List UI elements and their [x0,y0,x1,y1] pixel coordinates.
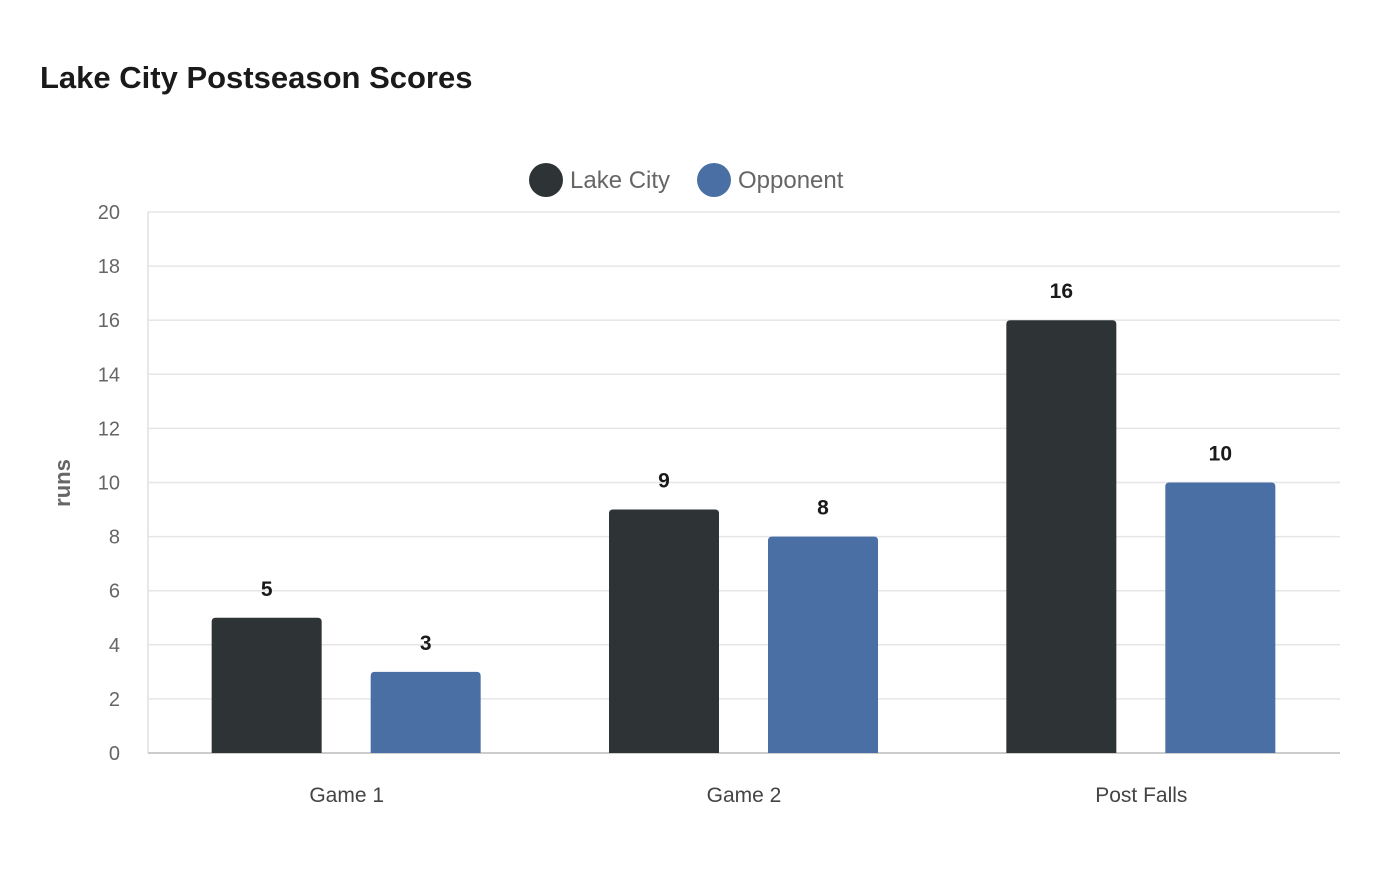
legend-swatch [529,163,563,197]
axes: 0 2 4 6 8 10 12 14 16 18 20 Game 1 Game 2 Post Falls [98,202,1340,807]
legend: Lake City Opponent [529,163,844,197]
y-tick-label: 14 [98,364,120,386]
chart-title: Lake City Postseason Scores [40,60,473,95]
bars [211,320,1276,753]
y-tick-label: 18 [98,256,120,278]
data-label: 5 [261,578,273,601]
bar-lake-city-game-1 [211,617,322,753]
data-label: 9 [658,470,670,493]
gridlines [148,211,1340,700]
legend-label: Lake City [570,167,670,194]
bar-opponent-game-2 [768,536,878,753]
data-label: 16 [1050,280,1073,303]
bar-opponent-game-1 [370,671,481,753]
bar-lake-city-post-falls [1006,320,1117,753]
y-axis-title: runs [50,459,75,507]
bar-lake-city-game-2 [609,509,719,753]
data-label: 3 [420,632,432,655]
data-label: 8 [817,497,829,520]
legend-label: Opponent [738,167,844,194]
data-labels: 5 3 9 8 16 10 [261,280,1232,655]
y-tick-label: 0 [109,743,120,765]
y-tick-label: 8 [109,527,120,549]
x-tick-label: Game 2 [707,784,782,807]
x-tick-label: Game 1 [309,784,384,807]
y-tick-label: 4 [109,635,120,657]
y-tick-label: 16 [98,310,120,332]
bar-opponent-post-falls [1165,482,1276,753]
y-tick-label: 6 [109,581,120,603]
y-tick-label: 20 [98,202,120,224]
x-tick-label: Post Falls [1095,784,1187,807]
y-tick-label: 12 [98,418,120,440]
y-tick-label: 10 [98,473,120,495]
data-label: 10 [1209,443,1232,466]
legend-swatch [697,163,731,197]
y-tick-label: 2 [109,689,120,711]
